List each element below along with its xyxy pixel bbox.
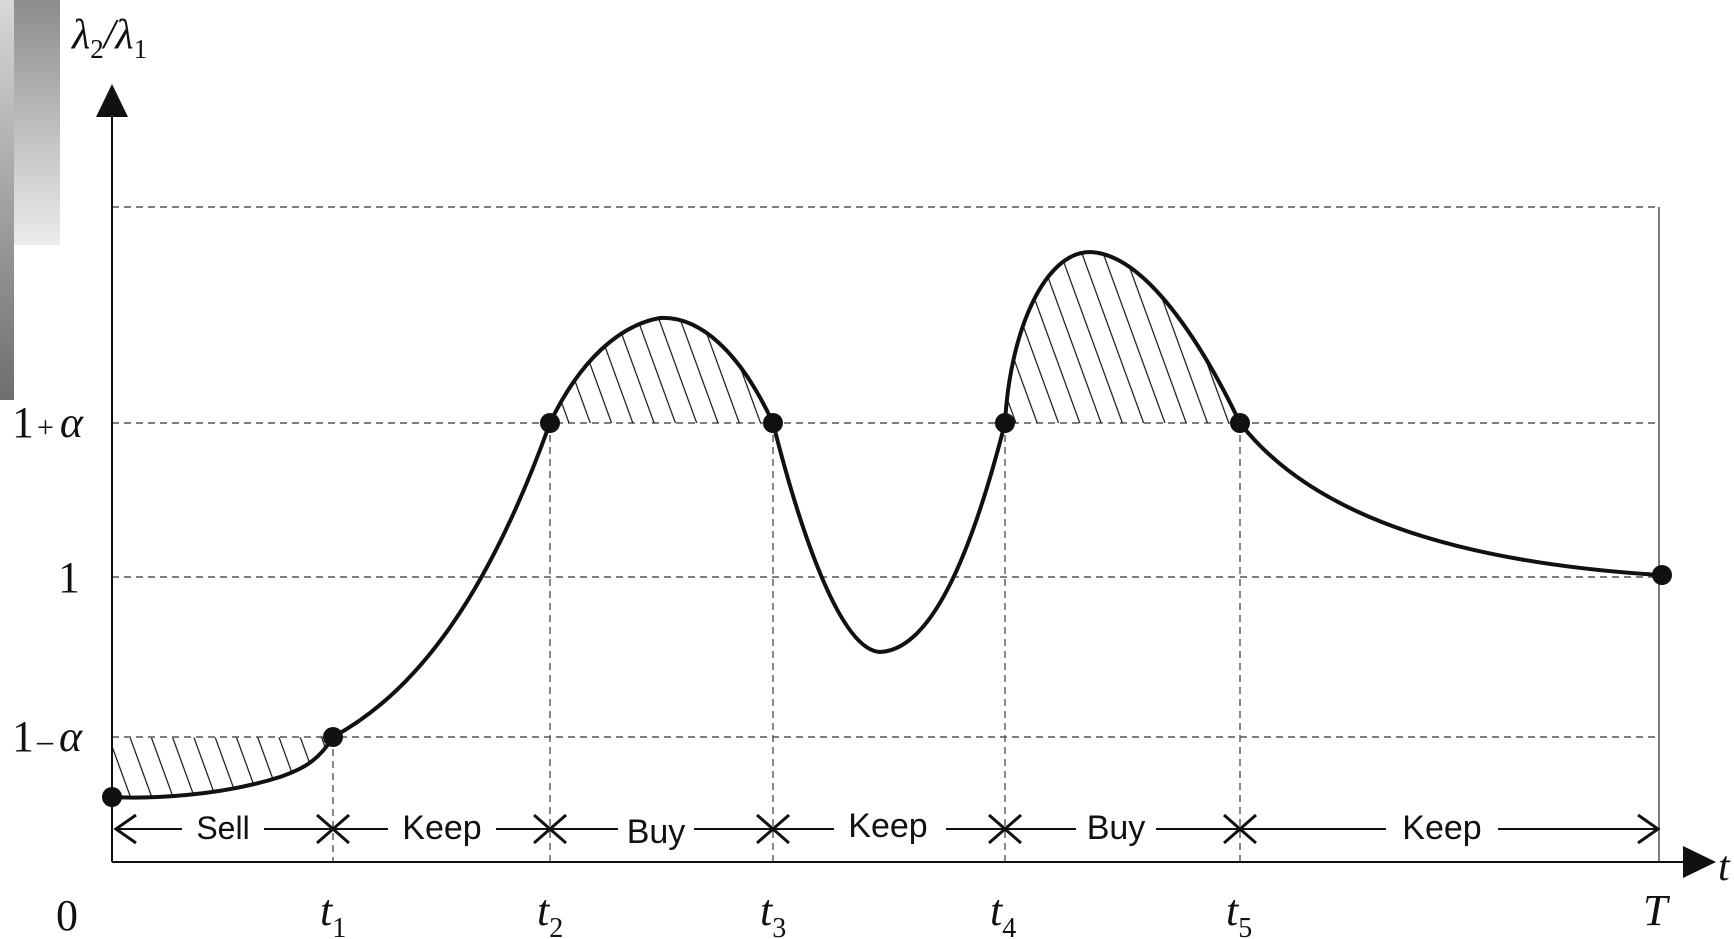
event-time-lines: [332, 423, 1241, 862]
t4-point: [995, 413, 1015, 433]
t3-point: [763, 413, 783, 433]
x-tick-t5: t5: [1226, 886, 1252, 939]
end-arrowhead: [1637, 813, 1661, 845]
start-point: [102, 787, 122, 807]
boundary-marker-t3: [756, 813, 790, 845]
key-points: [102, 413, 1672, 807]
region-labels: Sell Keep Buy Keep Buy Keep: [182, 807, 1498, 851]
y-axis-arrow: [96, 84, 128, 117]
ratio-curve: [111, 249, 1660, 800]
t1-point: [323, 727, 343, 747]
y-tick-upper: 1 + α: [12, 398, 84, 447]
x-axis-arrow: [1683, 846, 1716, 878]
t5-point: [1230, 413, 1250, 433]
x-origin-label: 0: [56, 891, 78, 939]
region-label-keep-3: Keep: [1402, 809, 1481, 847]
x-tick-t3: t3: [760, 886, 786, 939]
reference-lines: [112, 206, 1659, 738]
region-label-buy-2: Buy: [1087, 809, 1146, 847]
y-axis-title: λ2/λ1: [70, 12, 147, 64]
region-label-keep-1: Keep: [402, 809, 481, 847]
region-label-buy-1: Buy: [627, 813, 686, 851]
buy2-hatch: [1005, 252, 1240, 423]
end-point: [1652, 565, 1672, 585]
boundary-marker-t1: [316, 813, 350, 845]
y-tick-lower: 1– α: [12, 712, 83, 761]
y-tick-one: 1: [58, 553, 80, 602]
x-end-label: T: [1643, 886, 1671, 935]
x-tick-t1: t1: [320, 886, 346, 939]
x-tick-t2: t2: [537, 886, 563, 939]
region-label-keep-2: Keep: [848, 807, 927, 845]
t2-point: [540, 413, 560, 433]
x-tick-t4: t4: [990, 886, 1016, 939]
side-gradient-bar: [0, 0, 60, 400]
boundary-marker-t5: [1223, 813, 1257, 845]
boundary-marker-t4: [988, 813, 1022, 845]
axes: [96, 84, 1716, 878]
boundary-marker-t2: [533, 813, 567, 845]
region-label-sell: Sell: [196, 810, 249, 846]
x-axis-title: t: [1718, 844, 1731, 890]
start-arrowhead: [113, 813, 137, 845]
